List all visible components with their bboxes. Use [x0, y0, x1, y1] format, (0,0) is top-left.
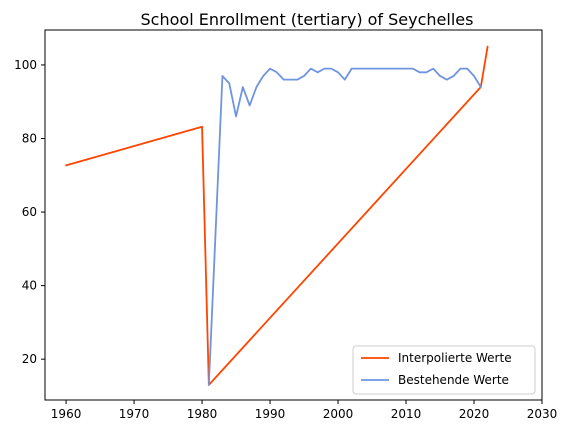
x-tick-label: 1960: [51, 407, 82, 421]
x-tick-label: 2010: [391, 407, 422, 421]
x-axis: 1960 1970 1980 1990 2000 2010 2020 2030: [51, 400, 557, 421]
y-tick-label: 20: [22, 352, 37, 366]
legend-label-1: Bestehende Werte: [398, 373, 509, 387]
chart-title: School Enrollment (tertiary) of Seychell…: [141, 10, 474, 29]
legend: Interpolierte Werte Bestehende Werte: [352, 345, 536, 395]
legend-label-0: Interpolierte Werte: [398, 351, 512, 365]
series-line-1: [207, 67, 482, 386]
x-tick-label: 1980: [187, 407, 218, 421]
series-line-0: [65, 45, 489, 386]
y-tick-label: 100: [14, 58, 37, 72]
plot-area-frame: [44, 29, 543, 401]
y-tick-label: 80: [22, 131, 37, 145]
series-layer: [65, 45, 489, 386]
x-tick-label: 1990: [255, 407, 286, 421]
x-tick-label: 1970: [119, 407, 150, 421]
x-tick-label: 2030: [527, 407, 558, 421]
y-tick-label: 40: [22, 279, 37, 293]
y-tick-label: 60: [22, 205, 37, 219]
x-tick-label: 2000: [323, 407, 354, 421]
x-tick-label: 2020: [459, 407, 490, 421]
y-axis: 20 40 60 80 100: [14, 58, 45, 366]
legend-frame: [352, 345, 536, 395]
